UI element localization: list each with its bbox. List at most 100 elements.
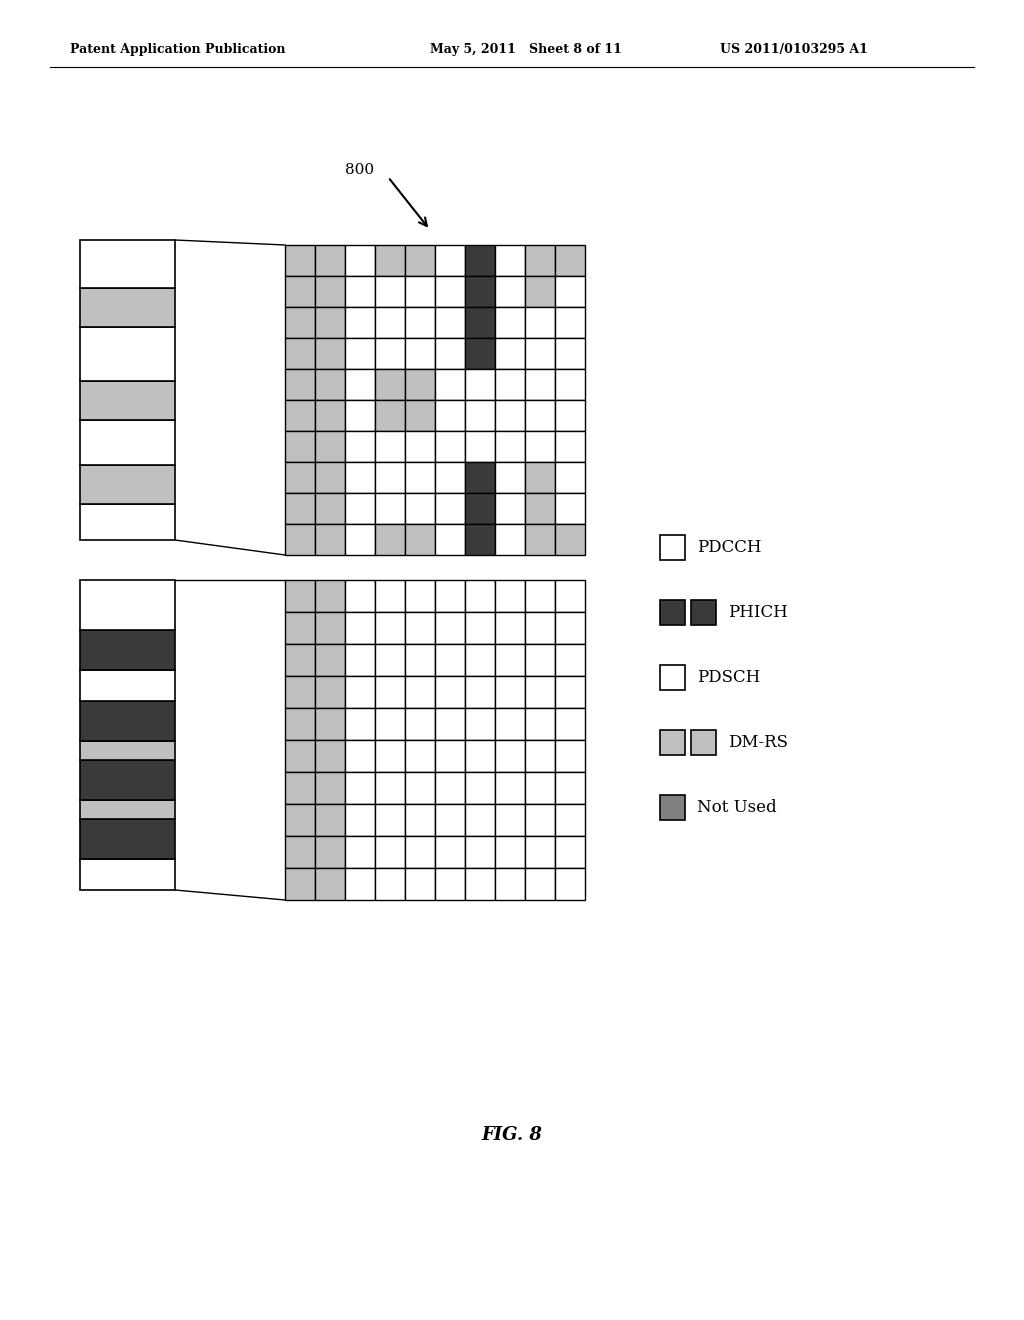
Bar <box>375 524 406 554</box>
Bar <box>80 288 175 327</box>
Bar <box>435 836 465 869</box>
Text: PHICH: PHICH <box>728 605 787 620</box>
Bar <box>406 644 435 676</box>
Bar <box>525 836 555 869</box>
Bar <box>465 308 495 338</box>
Bar <box>315 708 345 741</box>
Bar <box>660 665 685 690</box>
Text: PDSCH: PDSCH <box>697 669 760 686</box>
Bar <box>285 708 315 741</box>
Bar <box>406 432 435 462</box>
Bar <box>435 524 465 554</box>
Bar <box>555 462 585 492</box>
Bar <box>465 524 495 554</box>
Bar <box>525 276 555 308</box>
Bar <box>525 579 555 612</box>
Text: FIG. 8: FIG. 8 <box>481 1126 543 1144</box>
Bar <box>660 795 685 820</box>
Bar <box>345 492 375 524</box>
Bar <box>285 370 315 400</box>
Bar <box>315 644 345 676</box>
Bar <box>315 276 345 308</box>
Bar <box>315 524 345 554</box>
Bar <box>345 836 375 869</box>
Bar <box>285 524 315 554</box>
Bar <box>375 804 406 836</box>
Bar <box>495 676 525 708</box>
Bar <box>495 370 525 400</box>
Bar <box>406 400 435 432</box>
Bar <box>406 276 435 308</box>
Bar <box>406 524 435 554</box>
Bar <box>345 308 375 338</box>
Bar <box>375 612 406 644</box>
Bar <box>525 741 555 772</box>
Bar <box>465 579 495 612</box>
Bar <box>80 240 175 288</box>
Bar <box>406 676 435 708</box>
Bar <box>435 370 465 400</box>
Bar <box>465 676 495 708</box>
Bar <box>555 276 585 308</box>
Bar <box>315 836 345 869</box>
Text: Patent Application Publication: Patent Application Publication <box>70 44 286 57</box>
Bar <box>660 730 685 755</box>
Bar <box>495 308 525 338</box>
Bar <box>435 579 465 612</box>
Bar <box>375 370 406 400</box>
Bar <box>555 524 585 554</box>
Bar <box>406 869 435 900</box>
Bar <box>555 579 585 612</box>
Bar <box>435 644 465 676</box>
Bar <box>285 400 315 432</box>
Bar <box>465 246 495 276</box>
Bar <box>465 869 495 900</box>
Bar <box>406 708 435 741</box>
Bar <box>495 524 525 554</box>
Bar <box>495 804 525 836</box>
Bar <box>495 492 525 524</box>
Bar <box>345 804 375 836</box>
Bar <box>315 579 345 612</box>
Bar <box>406 579 435 612</box>
Bar <box>406 492 435 524</box>
Bar <box>375 338 406 370</box>
Bar <box>691 601 716 624</box>
Bar <box>80 327 175 381</box>
Bar <box>525 432 555 462</box>
Bar <box>345 644 375 676</box>
Bar <box>465 836 495 869</box>
Bar <box>495 708 525 741</box>
Bar <box>465 804 495 836</box>
Bar <box>555 370 585 400</box>
Bar <box>435 246 465 276</box>
Bar <box>495 246 525 276</box>
Bar <box>285 836 315 869</box>
Bar <box>435 676 465 708</box>
Bar <box>555 612 585 644</box>
Bar <box>406 612 435 644</box>
Bar <box>345 370 375 400</box>
Bar <box>406 308 435 338</box>
Bar <box>406 246 435 276</box>
Bar <box>555 492 585 524</box>
Bar <box>285 579 315 612</box>
Bar <box>435 338 465 370</box>
Bar <box>495 276 525 308</box>
Bar <box>435 276 465 308</box>
Bar <box>406 836 435 869</box>
Bar <box>555 432 585 462</box>
Bar <box>525 246 555 276</box>
Bar <box>375 836 406 869</box>
Bar <box>435 612 465 644</box>
Bar <box>406 772 435 804</box>
Bar <box>375 579 406 612</box>
Bar <box>285 492 315 524</box>
Bar <box>495 432 525 462</box>
Bar <box>345 676 375 708</box>
Bar <box>345 432 375 462</box>
Bar <box>435 462 465 492</box>
Bar <box>525 708 555 741</box>
Bar <box>555 804 585 836</box>
Bar <box>465 741 495 772</box>
